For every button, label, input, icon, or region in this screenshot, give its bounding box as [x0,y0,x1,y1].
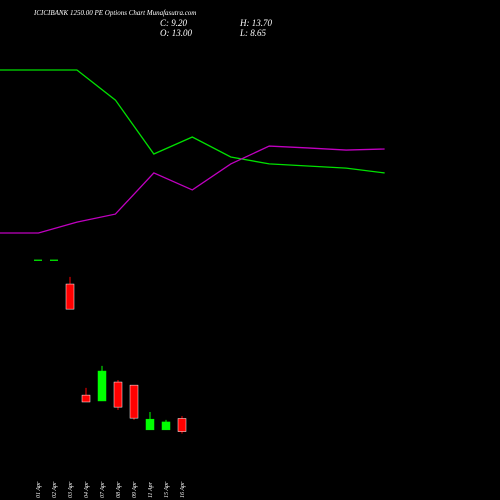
x-tick-label: 09 Apr [132,481,138,498]
x-tick-label: 01 Apr [36,481,42,498]
candle-body [161,421,171,431]
candle-body [50,259,58,261]
x-tick-label: 02 Apr [52,481,58,498]
candle-body [177,418,187,432]
candle-body [145,418,155,431]
candle-body [81,394,91,403]
x-tick-label: 04 Apr [83,481,90,498]
x-tick-label: 16 Apr [180,481,186,498]
indicator-line [0,69,385,174]
x-tick-label: 08 Apr [116,481,122,498]
indicator-line [0,145,385,234]
candle-body [34,259,42,261]
candle-body [113,381,123,408]
x-tick-label: 03 Apr [68,481,74,498]
ohlc-close: C: 9.20 [160,18,188,28]
ohlc-open: O: 13.00 [160,28,192,38]
chart-title: ICICIBANK 1250.00 PE Options Chart Munaf… [33,9,196,17]
x-tick-label: 15 Apr [164,481,170,498]
x-tick-label: 11 Apr [148,481,154,498]
ohlc-low: L: 8.65 [239,28,267,38]
candle-body [129,384,139,419]
candle-body [97,370,107,402]
candle-body [65,283,75,310]
x-tick-label: 07 Apr [100,481,106,498]
ohlc-high: H: 13.70 [239,18,272,28]
